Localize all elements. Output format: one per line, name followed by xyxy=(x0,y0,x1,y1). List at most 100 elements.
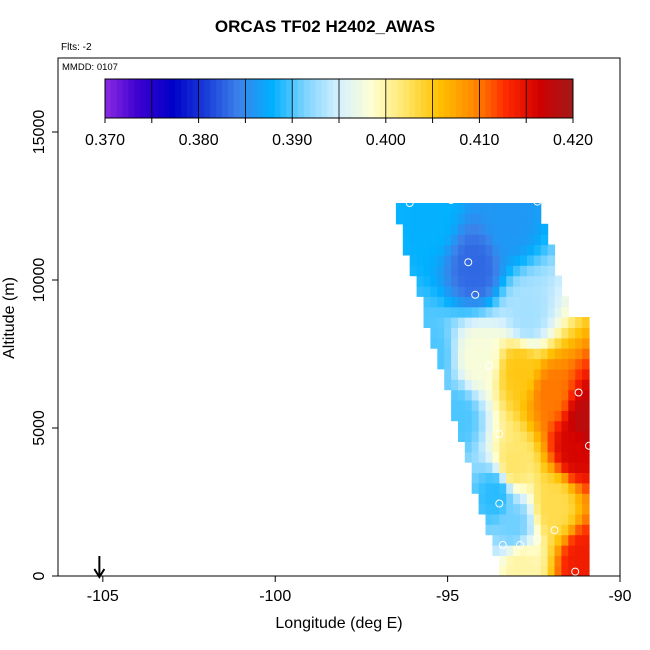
colorbar-tick-label: 0.390 xyxy=(272,132,312,149)
heatmap-cell xyxy=(513,544,521,556)
heatmap-cell xyxy=(547,462,556,473)
heatmap-cell xyxy=(540,234,549,246)
heatmap-cell xyxy=(533,275,542,287)
heatmap-cell xyxy=(554,399,562,411)
heatmap-cell xyxy=(526,503,535,515)
heatmap-cell xyxy=(526,555,535,567)
heatmap-cell xyxy=(554,306,562,318)
heatmap-cell xyxy=(444,223,452,235)
heatmap-cell xyxy=(506,410,514,422)
heatmap-cell xyxy=(533,348,542,360)
heatmap-cell xyxy=(520,451,528,463)
x-axis: -105 -100 -95 -90 xyxy=(87,576,632,605)
heatmap-cell xyxy=(478,213,487,225)
heatmap-cell xyxy=(423,296,431,308)
heatmap-cell xyxy=(499,462,507,473)
heatmap-cell xyxy=(540,534,549,546)
heatmap-cell xyxy=(506,565,514,576)
heatmap-cell xyxy=(409,234,418,246)
heatmap-cell xyxy=(526,410,535,422)
heatmap-cell xyxy=(513,327,521,339)
heatmap-cell xyxy=(513,368,521,380)
heatmap-cell xyxy=(451,213,459,225)
heatmap-cell xyxy=(506,472,514,484)
heatmap-cell xyxy=(554,327,562,339)
heatmap-cell xyxy=(554,379,562,391)
heatmap-cell xyxy=(575,317,583,328)
heatmap-cell xyxy=(513,524,521,536)
heatmap-cell xyxy=(471,337,480,349)
heatmap-cell xyxy=(506,337,514,349)
heatmap-cell xyxy=(430,265,438,277)
heatmap-cell xyxy=(575,348,583,360)
heatmap-cell xyxy=(561,410,569,422)
heatmap-cell xyxy=(582,379,590,391)
heatmap-cell xyxy=(492,348,500,360)
colorbar-tick-label: 0.380 xyxy=(179,132,219,149)
heatmap-cell xyxy=(451,379,459,391)
heatmap-cell xyxy=(478,389,487,401)
heatmap-cell xyxy=(492,234,500,246)
heatmap-cell xyxy=(554,544,562,556)
heatmap-cell xyxy=(485,203,493,214)
heatmap-cell xyxy=(554,358,562,370)
heatmap-cell xyxy=(499,482,507,494)
heatmap-cell xyxy=(520,254,528,266)
heatmap-cell xyxy=(526,275,535,287)
heatmap-cell xyxy=(547,244,556,256)
y-tick-label: 10000 xyxy=(31,258,48,303)
heatmap-cell xyxy=(499,285,507,297)
heatmap-cell xyxy=(547,431,556,442)
colorbar-swatch xyxy=(491,79,498,118)
heatmap-cell xyxy=(506,296,514,308)
heatmap-cell xyxy=(520,265,528,277)
heatmap-cell xyxy=(513,420,521,432)
heatmap-cell xyxy=(423,275,431,287)
heatmap-cell xyxy=(458,317,466,328)
heatmap-cell xyxy=(499,296,507,308)
heatmap-cell xyxy=(478,234,487,246)
heatmap-cell xyxy=(533,234,542,246)
heatmap-cell xyxy=(444,203,452,214)
heatmap-cell xyxy=(568,544,576,556)
heatmap-cell xyxy=(540,285,549,297)
heatmap-cell xyxy=(478,358,487,370)
heatmap-cell xyxy=(554,534,562,546)
heatmap-cell xyxy=(402,213,411,225)
heatmap-cell xyxy=(492,254,500,266)
heatmap-cell xyxy=(513,503,521,515)
heatmap-cell xyxy=(520,389,528,401)
heatmap-cell xyxy=(506,265,514,277)
heatmap-cell xyxy=(471,348,480,360)
heatmap-cell xyxy=(444,317,452,328)
heatmap-cell xyxy=(540,565,549,576)
heatmap-cell xyxy=(458,410,466,422)
colorbar-swatch xyxy=(274,79,281,118)
heatmap-cell xyxy=(464,368,473,380)
heatmap-cell xyxy=(513,493,521,505)
heatmap-cell xyxy=(492,462,500,473)
heatmap-cell xyxy=(437,285,445,297)
colorbar-swatch xyxy=(356,79,363,118)
heatmap-cell xyxy=(458,337,466,349)
heatmap-cell xyxy=(575,410,583,422)
heatmap-cell xyxy=(582,358,590,370)
heatmap-cell xyxy=(520,244,528,256)
heatmap-cell xyxy=(561,524,569,536)
heatmap-cell xyxy=(485,306,493,318)
heatmap-cell xyxy=(526,431,535,442)
heatmap-cell xyxy=(513,213,521,225)
heatmap-cell xyxy=(464,410,473,422)
heatmap-cell xyxy=(471,410,480,422)
heatmap-cell xyxy=(492,317,500,328)
heatmap-cell xyxy=(499,410,507,422)
heatmap-cell xyxy=(423,223,431,235)
heatmap-cell xyxy=(568,493,576,505)
colorbar-swatch xyxy=(496,79,504,118)
heatmap-cell xyxy=(547,306,556,318)
heatmap-cell xyxy=(568,534,576,546)
heatmap-cell xyxy=(540,503,549,515)
heatmap-cell xyxy=(575,327,583,339)
heatmap-cell xyxy=(458,213,466,225)
heatmap-cell xyxy=(520,493,528,505)
